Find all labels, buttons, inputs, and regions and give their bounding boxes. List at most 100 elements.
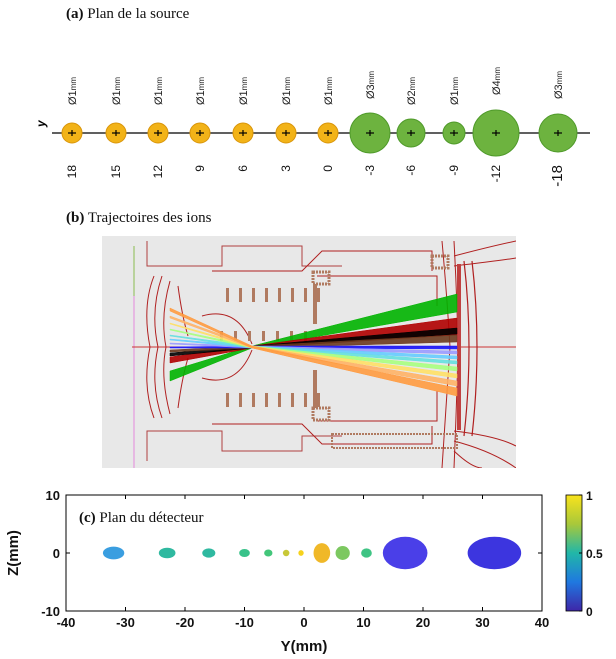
electrode-outline bbox=[317, 391, 438, 422]
x-tick-label: 0 bbox=[300, 615, 307, 630]
source-diameter-label: Ø2mm bbox=[406, 77, 418, 105]
electrode-grid bbox=[262, 331, 265, 341]
ion-trajectories-diagram bbox=[102, 236, 516, 468]
electrode-grid bbox=[331, 433, 458, 449]
detector-spot bbox=[467, 536, 522, 570]
detector-plate bbox=[457, 264, 461, 430]
electrode-grid bbox=[317, 288, 320, 302]
electrode-grid bbox=[234, 331, 237, 341]
source-y-value: -9 bbox=[447, 165, 461, 176]
electrode-outline bbox=[212, 423, 433, 445]
electrode-grid bbox=[313, 370, 317, 408]
panel-c-title-text: Plan du détecteur bbox=[99, 510, 204, 526]
source-diameter-label: Ø3mm bbox=[365, 71, 377, 99]
electrode-outline bbox=[317, 275, 438, 306]
ion-beam bbox=[169, 307, 458, 397]
source-plane-diagram: y Ø1mm 18 Ø1mm 15 Ø1mm 12 Ø1mm 9 Ø1mm 6 Ø1mm 3 Ø1mm 0 Ø… bbox=[34, 67, 590, 187]
source-y-value: -18 bbox=[549, 165, 566, 187]
panel-a-tag: (a) bbox=[66, 6, 84, 22]
y-axis-label: Z(mm) bbox=[5, 530, 22, 576]
electrode-outline bbox=[453, 450, 483, 468]
detector-plane-chart: -40 -30 -20 -10 0 10 20 30 40 10 0 -10 Y(mm) Z(mm) 1 0.… bbox=[5, 488, 603, 655]
detector-spot bbox=[239, 548, 250, 558]
electrode-outline bbox=[463, 260, 470, 437]
x-tick-label: -40 bbox=[57, 615, 76, 630]
detector-spot bbox=[282, 549, 290, 557]
electrode-outline bbox=[146, 241, 342, 267]
x-tick-label: -30 bbox=[116, 615, 135, 630]
source-diameter-label: Ø3mm bbox=[553, 71, 565, 99]
electrode-grid bbox=[276, 331, 279, 341]
detector-spot bbox=[382, 536, 428, 570]
electrode-grid bbox=[252, 288, 255, 302]
electrode-outline bbox=[146, 430, 342, 461]
colorbar-tick-label: 0.5 bbox=[586, 547, 603, 561]
electrode-outline bbox=[146, 275, 155, 419]
electrode-grid bbox=[278, 288, 281, 302]
panel-c-tag: (c) bbox=[79, 510, 96, 526]
x-tick-label: 10 bbox=[356, 615, 370, 630]
electrode-grid bbox=[304, 393, 307, 407]
detector-spot bbox=[202, 548, 216, 558]
source-y-value: -6 bbox=[404, 165, 418, 176]
electrode-outline bbox=[163, 280, 171, 415]
electrode-grid bbox=[304, 288, 307, 302]
x-axis-label: Y(mm) bbox=[281, 638, 328, 655]
electrode-grid bbox=[265, 288, 268, 302]
electrode-grid bbox=[291, 393, 294, 407]
source-y-value: -3 bbox=[363, 165, 377, 176]
y-tick-label: 10 bbox=[46, 488, 60, 503]
source-y-value: 15 bbox=[109, 165, 123, 179]
electrode-grid bbox=[248, 331, 251, 341]
panel-b-title-text: Trajectoires des ions bbox=[87, 210, 212, 226]
detector-spot bbox=[298, 550, 304, 556]
source-y-value: 12 bbox=[151, 165, 165, 179]
source-diameter-label: Ø1mm bbox=[281, 77, 293, 105]
electrode-outline bbox=[154, 275, 163, 419]
x-tick-label: -10 bbox=[235, 615, 254, 630]
electrode-grid bbox=[317, 393, 320, 407]
detector-spot bbox=[264, 549, 273, 557]
electrode-grid bbox=[311, 406, 331, 422]
electrode-grid bbox=[226, 288, 229, 302]
panel-c-title: (c) Plan du détecteur bbox=[79, 510, 204, 527]
panel-a-title: (a) Plan de la source bbox=[66, 6, 189, 23]
electrode-grid bbox=[430, 254, 450, 270]
colorbar-tick-label: 0 bbox=[586, 605, 593, 619]
electrode-outline bbox=[453, 440, 516, 468]
electrode-grid bbox=[311, 270, 331, 286]
detector-spot bbox=[335, 546, 350, 560]
source-axis-label: y bbox=[34, 119, 48, 128]
source-diameter-label: Ø1mm bbox=[195, 77, 207, 105]
source-y-value: 3 bbox=[279, 165, 293, 172]
panel-b-tag: (b) bbox=[66, 210, 85, 226]
source-diameter-label: Ø1mm bbox=[238, 77, 250, 105]
panel-a-title-text: Plan de la source bbox=[87, 6, 190, 22]
x-tick-label: 20 bbox=[416, 615, 430, 630]
source-diameter-label: Ø1mm bbox=[153, 77, 165, 105]
x-tick-label: 40 bbox=[535, 615, 549, 630]
x-tick-label: 30 bbox=[475, 615, 489, 630]
source-diameter-label: Ø1mm bbox=[67, 77, 79, 105]
electrode-outline bbox=[177, 357, 189, 409]
electrode-outline bbox=[201, 349, 253, 381]
electrode-outline bbox=[471, 260, 478, 437]
x-tick-label: -20 bbox=[176, 615, 195, 630]
electrode-outline bbox=[453, 240, 516, 257]
electrode-grid bbox=[265, 393, 268, 407]
source-y-value: -12 bbox=[489, 165, 503, 183]
detector-spot bbox=[361, 548, 372, 558]
source-y-value: 9 bbox=[193, 165, 207, 172]
electrode-grid bbox=[239, 288, 242, 302]
y-tick-label: 0 bbox=[53, 546, 60, 561]
electrode-grid bbox=[252, 393, 255, 407]
panel-b-title: (b) Trajectoires des ions bbox=[66, 210, 211, 227]
source-diameter-label: Ø1mm bbox=[111, 77, 123, 105]
detector-spot bbox=[102, 546, 125, 560]
source-diameter-label: Ø1mm bbox=[449, 77, 461, 105]
source-diameter-label: Ø1mm bbox=[323, 77, 335, 105]
electrode-outline bbox=[453, 430, 516, 447]
electrode-grid bbox=[313, 284, 317, 324]
source-y-value: 0 bbox=[321, 165, 335, 172]
source-y-value: 18 bbox=[65, 165, 79, 179]
